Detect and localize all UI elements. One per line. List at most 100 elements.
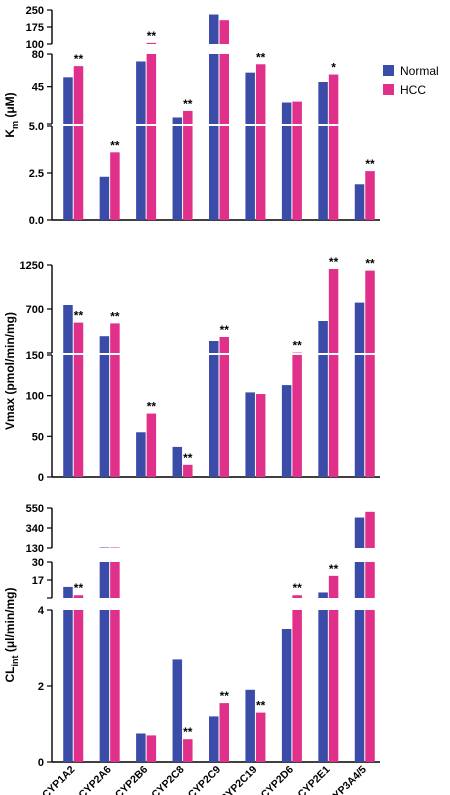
axis-break-gap	[281, 124, 303, 126]
y-tick-label: 150	[26, 350, 44, 362]
bar-hcc-cyp3a4-5	[365, 270, 375, 477]
x-category-label: CYP2B6	[113, 764, 150, 795]
axis-break-gap	[354, 598, 376, 610]
bar-hcc-cyp2e1	[328, 575, 339, 762]
bar-normal-cyp3a4-5	[354, 517, 365, 762]
axis-break-gap	[172, 353, 194, 355]
y-tick-label: 45	[32, 82, 44, 94]
axis-break-gap	[208, 44, 230, 54]
bar-normal-cyp2e1	[318, 82, 328, 220]
x-category-label: CYP1A2	[40, 764, 77, 795]
bar-hcc-cyp1a2	[73, 66, 84, 220]
panel-3: 0 2 4 17 30 130 340 550 CLint (μl/min/mg) ** CYP1A…	[3, 503, 380, 795]
bar-normal-cyp1a2	[63, 77, 73, 220]
axis-break-gap	[172, 124, 194, 126]
y-tick-label: 5.0	[29, 121, 44, 133]
axis-break-gap	[135, 598, 157, 610]
axis-break-gap	[99, 124, 121, 126]
bar-normal-cyp2e1	[318, 321, 328, 477]
y-axis-label: Vmax (pmol/min/mg)	[3, 312, 17, 430]
bar-normal-cyp3a4-5	[354, 184, 365, 220]
bar-normal-cyp2a6	[99, 176, 110, 220]
legend-label-hcc: HCC	[400, 83, 426, 97]
bar-hcc-cyp2c9	[219, 703, 229, 762]
axis-break-gap	[317, 353, 339, 355]
y-axis-label-subscript: int	[10, 656, 20, 667]
axis-break-gap	[281, 598, 303, 610]
bar-normal-cyp2c8	[172, 659, 183, 762]
y-axis-label-main: CL	[3, 667, 17, 683]
significance-marker: **	[220, 323, 230, 337]
bar-normal-cyp2d6	[281, 629, 292, 762]
bar-hcc-cyp2c8	[183, 110, 193, 220]
bar-normal-cyp2c9	[209, 716, 219, 762]
axis-break-gap	[135, 548, 157, 562]
legend: Normal HCC	[383, 64, 439, 97]
bar-hcc-cyp2a6	[110, 547, 120, 762]
legend-swatch-hcc	[383, 84, 394, 95]
y-tick-label: 2.5	[29, 168, 44, 180]
bar-normal-cyp2c8	[172, 446, 183, 477]
y-tick-label: 50	[32, 431, 44, 443]
bar-normal-cyp2c9	[209, 14, 219, 221]
axis-break-gap	[208, 353, 230, 355]
y-tick-label: 80	[32, 49, 44, 61]
y-axis-label-subscript: m	[10, 121, 20, 129]
bar-hcc-cyp2c8	[183, 464, 193, 477]
y-tick-label: 175	[26, 22, 44, 34]
significance-marker: **	[329, 255, 339, 269]
axis-break-gap	[317, 124, 339, 126]
bar-normal-cyp2a6	[99, 336, 110, 477]
bar-hcc-cyp1a2	[73, 322, 84, 477]
axis-break-gap	[354, 548, 376, 562]
significance-marker: **	[220, 689, 230, 703]
x-category-label: CYP2C8	[149, 764, 186, 795]
x-category-label: CYP2C19	[218, 764, 260, 795]
y-tick-label: 100	[26, 391, 44, 403]
bar-hcc-cyp2d6	[292, 352, 302, 477]
axis-break-gap	[208, 598, 230, 610]
axis-break-gap	[135, 44, 157, 54]
y-tick-label: 17	[32, 575, 44, 587]
bar-normal-cyp2d6	[281, 385, 292, 477]
y-tick-label: 130	[26, 543, 44, 555]
significance-marker: **	[183, 97, 193, 111]
axis-break-gap	[317, 598, 339, 610]
axis-break-gap	[208, 548, 230, 562]
axis-break-gap	[244, 44, 266, 54]
bar-normal-cyp1a2	[63, 305, 73, 477]
significance-marker: *	[331, 61, 336, 75]
axis-break-gap	[99, 353, 121, 355]
y-tick-label: 100	[26, 39, 44, 51]
axis-break-gap	[281, 353, 303, 355]
bar-hcc-cyp2c19	[255, 394, 266, 477]
bar-hcc-cyp2e1	[328, 74, 339, 221]
bar-hcc-cyp2c8	[183, 739, 193, 762]
axis-break-gap	[99, 44, 121, 54]
y-axis-label: Km (μM)	[3, 92, 20, 137]
x-category-label: CYP2E1	[295, 764, 332, 795]
bar-normal-cyp2b6	[136, 432, 146, 477]
axis-break-gap	[281, 548, 303, 562]
significance-marker: **	[183, 451, 193, 465]
significance-marker: **	[365, 257, 375, 271]
bar-hcc-cyp3a4-5	[365, 171, 375, 220]
bar-normal-cyp2b6	[136, 61, 146, 220]
axis-break-gap	[62, 124, 84, 126]
bar-normal-cyp1a2	[63, 586, 73, 762]
axis-break-gap	[99, 598, 121, 610]
axis-break-gap	[99, 548, 121, 562]
y-axis-label-main: K	[3, 129, 17, 138]
y-tick-label: 0.0	[29, 215, 44, 227]
bar-hcc-cyp2b6	[146, 42, 157, 220]
bar-hcc-cyp2b6	[146, 413, 157, 477]
bar-hcc-cyp2e1	[328, 269, 339, 477]
bar-normal-cyp2c19	[245, 689, 255, 762]
y-axis-label-unit: (μM)	[3, 92, 17, 121]
bar-normal-cyp2e1	[318, 592, 328, 762]
y-tick-label: 1250	[20, 260, 44, 272]
bar-hcc-cyp2d6	[292, 101, 302, 220]
y-tick-label: 0	[38, 757, 44, 769]
